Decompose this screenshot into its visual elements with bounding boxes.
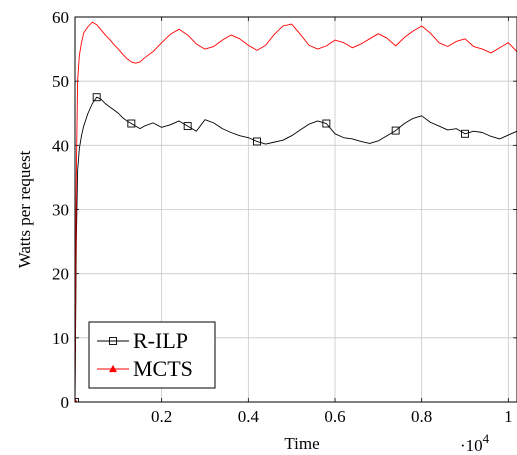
y-tick-label: 50 [52, 72, 69, 91]
y-tick-label: 10 [52, 329, 69, 348]
axis-ticks [75, 16, 517, 403]
series-marker [322, 119, 331, 128]
x-tick-label: 0.2 [151, 407, 172, 426]
series-marker [183, 122, 192, 131]
series-marker [92, 93, 101, 102]
y-tick-label: 60 [52, 8, 69, 27]
plot-frame [74, 16, 517, 403]
legend: R-ILP MCTS [88, 321, 216, 389]
series-marker [108, 364, 118, 373]
y-tick-label: 0 [61, 393, 70, 412]
x-axis-label: Time [284, 434, 319, 453]
series-marker [391, 126, 400, 135]
x-axis-scale-base: ·10 [460, 436, 483, 455]
x-tick-label: 0.8 [411, 407, 432, 426]
y-tick-label: 20 [52, 265, 69, 284]
x-tick-label: 0.4 [238, 407, 260, 426]
x-axis-scale-note: ·104 [460, 431, 490, 455]
series-r-ilp [75, 93, 517, 402]
legend-entry-r-ilp: R-ILP [97, 328, 188, 353]
x-axis-scale-exponent: 4 [483, 431, 490, 446]
y-tick-label: 30 [52, 201, 69, 220]
y-tick-label: 40 [52, 136, 69, 155]
legend-label: MCTS [133, 356, 193, 381]
x-tick-label: 1 [504, 407, 513, 426]
series-line [75, 21, 517, 402]
legend-entries: R-ILP MCTS [97, 328, 193, 381]
series-marker [253, 137, 261, 146]
x-tick-label: 0.6 [324, 407, 345, 426]
series-marker [461, 129, 469, 138]
legend-box [88, 321, 216, 389]
series-marker [127, 119, 136, 128]
legend-label: R-ILP [133, 328, 188, 353]
series-marker [109, 337, 117, 345]
series-layer [75, 21, 517, 402]
y-axis-label: Watts per request [15, 150, 34, 268]
legend-entry-mcts: MCTS [97, 356, 193, 381]
series-line [75, 96, 517, 402]
